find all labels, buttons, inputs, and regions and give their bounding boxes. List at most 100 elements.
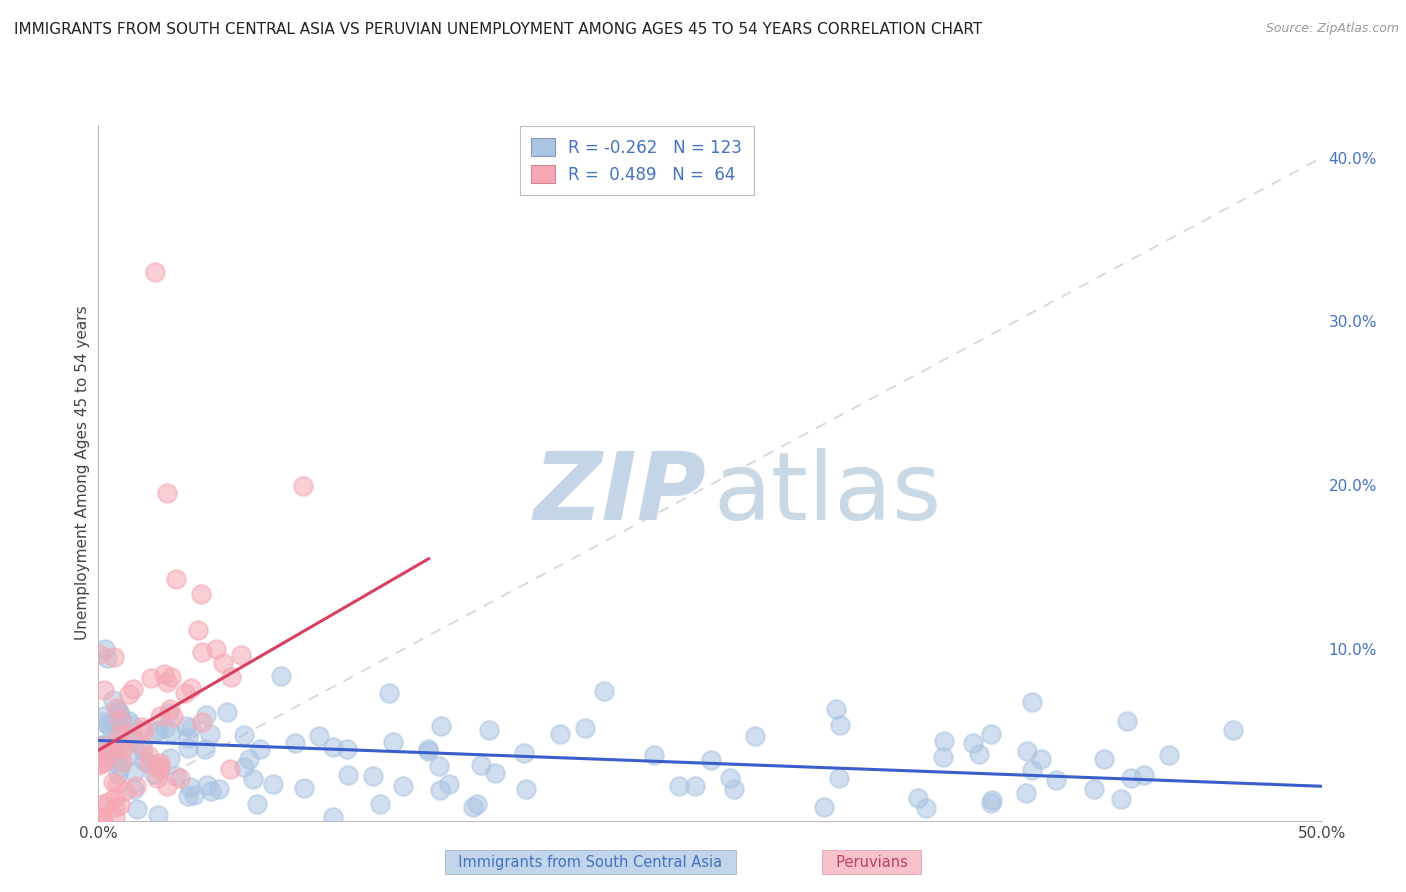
Point bbox=[104, 810, 127, 824]
Point bbox=[1021, 763, 1043, 777]
Point bbox=[112, 742, 135, 756]
Point bbox=[370, 797, 392, 812]
Point bbox=[124, 734, 146, 748]
Point bbox=[174, 719, 197, 733]
Point bbox=[430, 719, 453, 733]
Point bbox=[219, 670, 242, 684]
Point bbox=[200, 784, 222, 798]
Point bbox=[148, 758, 170, 772]
Point bbox=[160, 725, 183, 739]
Point bbox=[190, 587, 212, 601]
Point bbox=[101, 740, 124, 755]
Point bbox=[1121, 772, 1143, 786]
Point bbox=[87, 647, 110, 661]
Point bbox=[700, 753, 723, 767]
Point bbox=[1111, 792, 1133, 806]
Point bbox=[191, 714, 214, 729]
Point bbox=[108, 729, 131, 743]
Point bbox=[1014, 786, 1036, 800]
Point bbox=[131, 720, 153, 734]
Point bbox=[574, 722, 596, 736]
Point bbox=[418, 744, 440, 758]
Point bbox=[461, 799, 484, 814]
Point bbox=[94, 641, 117, 656]
Text: ZIP: ZIP bbox=[533, 448, 706, 540]
Point bbox=[153, 667, 176, 681]
Point bbox=[89, 810, 111, 824]
Point bbox=[418, 742, 440, 756]
Point bbox=[718, 772, 741, 786]
Text: IMMIGRANTS FROM SOUTH CENTRAL ASIA VS PERUVIAN UNEMPLOYMENT AMONG AGES 45 TO 54 : IMMIGRANTS FROM SOUTH CENTRAL ASIA VS PE… bbox=[14, 22, 983, 37]
Point bbox=[1017, 743, 1039, 757]
Point bbox=[108, 713, 131, 727]
Point bbox=[322, 740, 344, 755]
Point bbox=[139, 671, 162, 685]
Point bbox=[156, 780, 179, 794]
Point bbox=[100, 722, 122, 736]
Point bbox=[118, 687, 141, 701]
Point bbox=[322, 810, 344, 824]
Point bbox=[932, 750, 955, 764]
Point bbox=[1021, 695, 1043, 709]
Text: Source: ZipAtlas.com: Source: ZipAtlas.com bbox=[1265, 22, 1399, 36]
Point bbox=[1159, 747, 1181, 762]
Point bbox=[132, 743, 155, 757]
Point bbox=[513, 746, 536, 760]
Point bbox=[104, 755, 127, 769]
Point bbox=[1045, 772, 1067, 787]
Point bbox=[208, 782, 231, 797]
Point bbox=[101, 692, 124, 706]
Point bbox=[107, 767, 129, 781]
Point bbox=[1092, 752, 1115, 766]
Y-axis label: Unemployment Among Ages 45 to 54 years: Unemployment Among Ages 45 to 54 years bbox=[75, 305, 90, 640]
Point bbox=[134, 754, 156, 768]
Point bbox=[169, 771, 191, 785]
Point bbox=[155, 721, 177, 735]
Point bbox=[159, 750, 181, 764]
Point bbox=[125, 779, 148, 793]
Point bbox=[828, 771, 851, 785]
Point bbox=[195, 778, 218, 792]
Point bbox=[1083, 782, 1105, 797]
Point bbox=[382, 734, 405, 748]
Point bbox=[284, 736, 307, 750]
Point bbox=[932, 734, 955, 748]
Point bbox=[262, 776, 284, 790]
Point bbox=[470, 758, 492, 772]
Point bbox=[195, 708, 218, 723]
Point bbox=[813, 800, 835, 814]
Point bbox=[136, 756, 159, 771]
Point bbox=[110, 760, 132, 774]
Point bbox=[108, 798, 131, 813]
Point bbox=[146, 723, 169, 738]
Point bbox=[336, 768, 359, 782]
Point bbox=[91, 810, 114, 824]
Point bbox=[212, 656, 235, 670]
Point bbox=[361, 769, 384, 783]
Point bbox=[96, 746, 118, 760]
Point bbox=[249, 741, 271, 756]
Point bbox=[180, 681, 202, 695]
Point bbox=[165, 769, 187, 783]
Point bbox=[437, 777, 460, 791]
Point bbox=[1222, 723, 1244, 738]
Point bbox=[165, 572, 187, 586]
Point bbox=[194, 742, 217, 756]
Point bbox=[980, 796, 1002, 810]
Point bbox=[97, 796, 120, 810]
Point bbox=[824, 702, 846, 716]
Point bbox=[907, 790, 929, 805]
Point bbox=[91, 738, 114, 752]
Point bbox=[121, 729, 143, 743]
Point bbox=[107, 705, 129, 719]
Point bbox=[104, 743, 127, 757]
Point bbox=[105, 777, 128, 791]
Point bbox=[180, 721, 202, 735]
Point bbox=[93, 682, 115, 697]
Point bbox=[146, 772, 169, 786]
Point bbox=[830, 718, 852, 732]
Point bbox=[90, 756, 112, 771]
Point bbox=[308, 729, 330, 743]
Point bbox=[205, 641, 228, 656]
Point bbox=[157, 706, 180, 721]
